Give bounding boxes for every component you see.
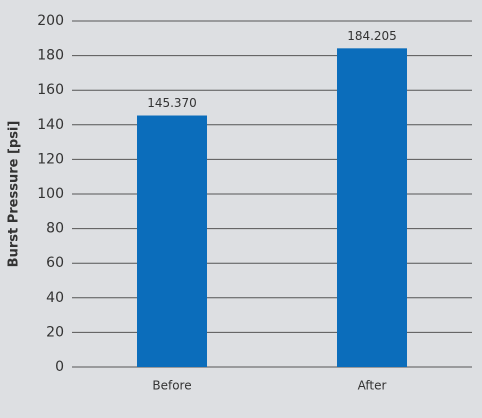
y-tick-label: 60 xyxy=(46,255,64,271)
y-tick-label: 100 xyxy=(37,186,64,202)
x-tick-label: After xyxy=(358,379,387,393)
value-label: 145.370 xyxy=(147,96,197,110)
y-tick-label: 20 xyxy=(46,324,64,340)
y-tick-label: 180 xyxy=(37,48,64,64)
y-tick-label: 200 xyxy=(37,13,64,29)
bar xyxy=(137,115,207,367)
y-tick-label: 120 xyxy=(37,151,64,167)
y-axis-title: Burst Pressure [psi] xyxy=(7,121,22,268)
x-tick-label: Before xyxy=(152,379,191,393)
y-tick-label: 160 xyxy=(37,82,64,98)
y-tick-label: 140 xyxy=(37,117,64,133)
bar xyxy=(337,48,407,368)
y-tick-label: 40 xyxy=(46,290,64,306)
value-label: 184.205 xyxy=(347,29,397,43)
y-tick-label: 0 xyxy=(55,359,64,375)
y-tick-label: 80 xyxy=(46,221,64,237)
